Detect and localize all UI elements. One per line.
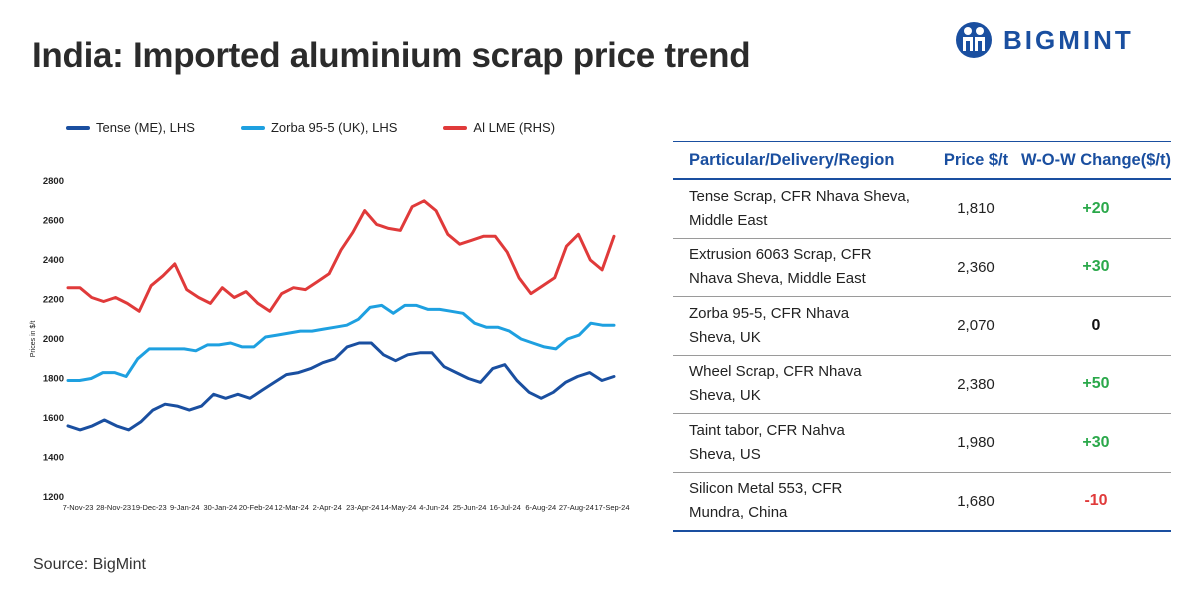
table-body: Tense Scrap, CFR Nhava Sheva, Middle East… — [673, 179, 1171, 532]
row-change: +30 — [1021, 413, 1171, 473]
legend-swatch-tense — [66, 125, 90, 130]
legend-item-tense: Tense (ME), LHS — [66, 120, 195, 135]
row-change: +20 — [1021, 179, 1171, 239]
x-tick-label: 16-Jul-24 — [490, 503, 521, 512]
row-particular-line2: Nhava Sheva, Middle East — [689, 270, 866, 288]
row-particular-line1: Taint tabor, CFR Nahva — [689, 421, 845, 439]
y-tick-label: 2200 — [43, 295, 64, 306]
row-price: 1,980 — [931, 413, 1021, 473]
row-price: 1,680 — [931, 472, 1021, 532]
table-header-row: Particular/Delivery/Region Price $/t W-O… — [673, 141, 1171, 180]
x-tick-label: 25-Jun-24 — [453, 503, 487, 512]
y-tick-label: 1800 — [43, 374, 64, 385]
row-particular: Zorba 95-5, CFR Nhava Sheva, UK — [673, 296, 931, 356]
row-particular-line2: Sheva, UK — [689, 328, 761, 346]
row-particular: Silicon Metal 553, CFR Mundra, China — [673, 472, 931, 532]
table-row: Taint tabor, CFR Nahva Sheva, US 1,980 +30 — [673, 413, 1171, 473]
legend-label-lme: Al LME (RHS) — [473, 120, 556, 135]
row-change: +50 — [1021, 355, 1171, 414]
row-price: 1,810 — [931, 179, 1021, 239]
row-particular-line1: Zorba 95-5, CFR Nhava — [689, 304, 850, 322]
row-particular-line1: Tense Scrap, CFR Nhava Sheva, — [689, 187, 910, 205]
chart-legend: Tense (ME), LHS Zorba 95-5 (UK), LHS Al … — [66, 120, 601, 135]
row-particular-line2: Sheva, UK — [689, 387, 761, 405]
x-tick-label: 17-Sep-24 — [594, 503, 629, 512]
x-tick-label: 4-Jun-24 — [419, 503, 449, 512]
y-axis-label: Prices in $/t — [30, 321, 37, 358]
x-tick-label: 9-Jan-24 — [170, 503, 200, 512]
table-row: Tense Scrap, CFR Nhava Sheva, Middle East… — [673, 179, 1171, 239]
table-row: Extrusion 6063 Scrap, CFR Nhava Sheva, Mi… — [673, 238, 1171, 297]
y-tick-label: 1600 — [43, 413, 64, 424]
row-particular-line1: Silicon Metal 553, CFR — [689, 480, 843, 498]
x-tick-label: 27-Aug-24 — [559, 503, 594, 512]
legend-swatch-lme — [443, 125, 468, 130]
x-tick-label: 6-Aug-24 — [525, 503, 556, 512]
row-price: 2,070 — [931, 296, 1021, 356]
row-particular: Tense Scrap, CFR Nhava Sheva, Middle East — [673, 179, 931, 239]
legend-label-tense: Tense (ME), LHS — [96, 120, 195, 135]
price-trend-chart: 1200 1400 1600 1800 2000 2200 2400 2600 2800 Pric… — [30, 176, 630, 512]
series-line-1 — [66, 303, 616, 382]
x-tick-label: 23-Apr-24 — [346, 503, 379, 512]
row-price: 2,380 — [931, 355, 1021, 414]
x-tick-label: 2-Apr-24 — [313, 503, 342, 512]
y-tick-label: 1200 — [43, 492, 64, 503]
logo-text: BIGMINT — [1003, 24, 1134, 55]
x-tick-label: 20-Feb-24 — [239, 503, 274, 512]
price-table: Particular/Delivery/Region Price $/t W-O… — [673, 141, 1171, 532]
x-tick-label: 7-Nov-23 — [63, 503, 94, 512]
legend-item-zorba: Zorba 95-5 (UK), LHS — [240, 120, 398, 135]
table-header-particular: Particular/Delivery/Region — [673, 141, 931, 180]
row-particular-line2: Sheva, US — [689, 445, 761, 463]
row-particular-line2: Mundra, China — [689, 504, 788, 522]
row-price: 2,360 — [931, 238, 1021, 297]
price-table-wrap: Particular/Delivery/Region Price $/t W-O… — [673, 141, 1171, 532]
y-tick-label: 1400 — [43, 453, 64, 464]
y-tick-label: 2600 — [43, 216, 64, 227]
y-tick-label: 2400 — [43, 255, 64, 266]
legend-swatch-zorba — [240, 125, 265, 130]
table-header-price: Price $/t — [931, 141, 1021, 180]
y-tick-label: 2000 — [43, 334, 64, 345]
table-row: Wheel Scrap, CFR Nhava Sheva, UK 2,380 +50 — [673, 355, 1171, 414]
row-particular: Extrusion 6063 Scrap, CFR Nhava Sheva, Mi… — [673, 238, 931, 297]
x-tick-label: 14-May-24 — [380, 503, 416, 512]
table-header-change: W-O-W Change($/t) — [1021, 141, 1171, 180]
y-tick-label: 2800 — [43, 176, 64, 187]
x-tick-label: 30-Jan-24 — [204, 503, 238, 512]
bigmint-logo: BIGMINT — [955, 20, 1134, 60]
row-particular: Wheel Scrap, CFR Nhava Sheva, UK — [673, 355, 931, 414]
page-title: India: Imported aluminium scrap price tr… — [32, 36, 751, 75]
table-row: Silicon Metal 553, CFR Mundra, China 1,680… — [673, 472, 1171, 532]
row-particular: Taint tabor, CFR Nahva Sheva, US — [673, 413, 931, 473]
legend-item-lme: Al LME (RHS) — [443, 120, 555, 135]
legend-label-zorba: Zorba 95-5 (UK), LHS — [270, 120, 398, 135]
series-line-0 — [66, 341, 616, 432]
table-row: Zorba 95-5, CFR Nhava Sheva, UK 2,070 0 — [673, 296, 1171, 356]
row-change: +30 — [1021, 238, 1171, 297]
row-particular-line1: Wheel Scrap, CFR Nhava — [689, 363, 862, 381]
bigmint-logo-icon — [956, 22, 992, 58]
x-tick-label: 19-Dec-23 — [132, 503, 167, 512]
row-particular-line1: Extrusion 6063 Scrap, CFR — [689, 246, 872, 264]
x-tick-label: 12-Mar-24 — [274, 503, 309, 512]
series-line-2 — [66, 199, 616, 313]
row-particular-line2: Middle East — [689, 211, 768, 229]
row-change: -10 — [1021, 472, 1171, 532]
x-tick-label: 28-Nov-23 — [96, 503, 131, 512]
row-change: 0 — [1021, 296, 1171, 356]
source-note: Source: BigMint — [33, 556, 146, 573]
